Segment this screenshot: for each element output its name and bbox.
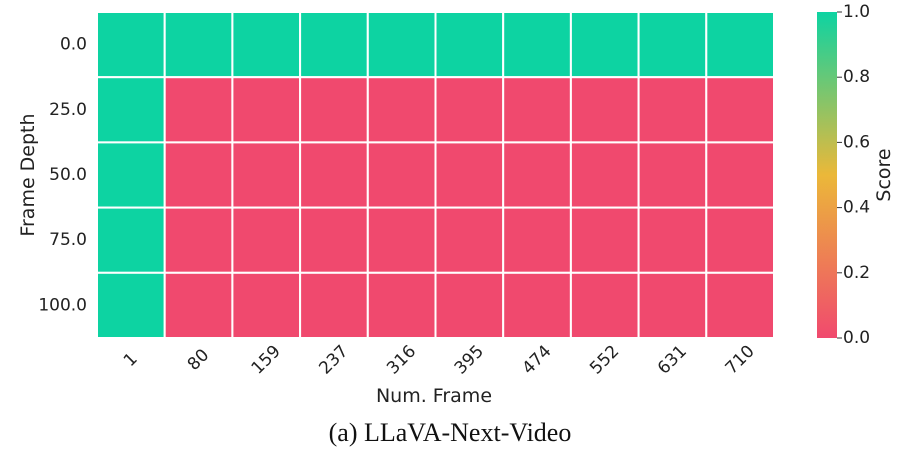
heatmap-cell [366,76,437,144]
heatmap-cell [705,11,775,79]
heatmap-cell [705,271,775,339]
heatmap-cell [705,141,775,209]
heatmap-cell [163,141,234,209]
heatmap-cell [231,76,302,144]
x-tick-label: 1 [120,349,142,371]
y-tick-label: 0.0 [60,35,87,55]
heatmap-cell [163,206,234,274]
y-tick-label: 75.0 [49,230,87,250]
heatmap-cell [569,11,640,79]
heatmap-cell [163,76,234,144]
heatmap-cell [569,271,640,339]
heatmap-cell [299,271,369,339]
heatmap-cell [705,206,775,274]
y-tick-label: 25.0 [49,100,87,120]
heatmap-cell [637,11,708,79]
heatmap-cell [569,206,640,274]
x-tick-label: 237 [315,341,352,378]
heatmap-cell [705,76,775,144]
heatmap-cell [434,206,505,274]
y-tick-label: 100.0 [38,295,87,315]
heatmap-cell [366,206,437,274]
heatmap-cell [96,271,166,339]
heatmap-cell [366,271,437,339]
x-tick-label: 316 [383,341,420,378]
heatmap-cell [96,141,166,209]
heatmap-cell [163,271,234,339]
heatmap-cell [299,76,369,144]
figure-caption: (a) LLaVA-Next-Video [328,418,572,447]
x-tick-label: 395 [451,341,488,378]
y-tick-label: 50.0 [49,165,87,185]
y-tick-labels: 0.0 25.0 50.0 75.0 100.0 [38,35,87,316]
x-tick-label: 631 [654,341,691,378]
colorbar-tick-label: 0.2 [843,263,870,283]
colorbar-tick-label: 0.4 [843,198,870,218]
y-axis-label: Frame Depth [17,113,39,236]
x-tick-label: 710 [722,341,759,378]
colorbar-ticks: 0.0 0.2 0.4 0.6 0.8 1.0 [837,2,870,348]
x-tick-label: 474 [519,341,556,378]
heatmap-cell [299,141,369,209]
heatmap-cell [96,11,166,79]
heatmap-cell [231,271,302,339]
heatmap-cell [231,141,302,209]
heatmap-cells [96,11,775,339]
heatmap-cell [637,271,708,339]
colorbar-label: Score [873,148,895,201]
heatmap-cell [434,76,505,144]
heatmap-cell [637,206,708,274]
heatmap-cell [96,76,166,144]
heatmap-cell [434,11,505,79]
heatmap-cell [231,206,302,274]
heatmap-cell [502,206,572,274]
x-tick-label: 159 [248,341,285,378]
colorbar-tick-label: 0.0 [843,328,870,348]
heatmap-cell [637,141,708,209]
heatmap-cell [96,206,166,274]
heatmap-cell [299,11,369,79]
heatmap-cell [502,11,572,79]
heatmap-cell [502,271,572,339]
heatmap-cell [569,141,640,209]
colorbar-tick-label: 0.8 [843,67,870,87]
x-tick-label: 80 [184,345,213,374]
heatmap-cell [163,11,234,79]
x-tick-labels: 1 80 159 237 316 395 474 552 631 710 [120,341,759,378]
colorbar-tick-label: 1.0 [843,2,870,22]
x-tick-label: 552 [586,341,623,378]
heatmap-cell [231,11,302,79]
colorbar [817,12,837,338]
heatmap-cell [569,76,640,144]
heatmap-cell [366,11,437,79]
heatmap-cell [502,76,572,144]
colorbar-tick-label: 0.6 [843,132,870,152]
heatmap-cell [299,206,369,274]
x-axis-label: Num. Frame [376,385,492,407]
heatmap-cell [366,141,437,209]
heatmap-cell [502,141,572,209]
heatmap-cell [434,271,505,339]
heatmap-cell [434,141,505,209]
heatmap-cell [637,76,708,144]
